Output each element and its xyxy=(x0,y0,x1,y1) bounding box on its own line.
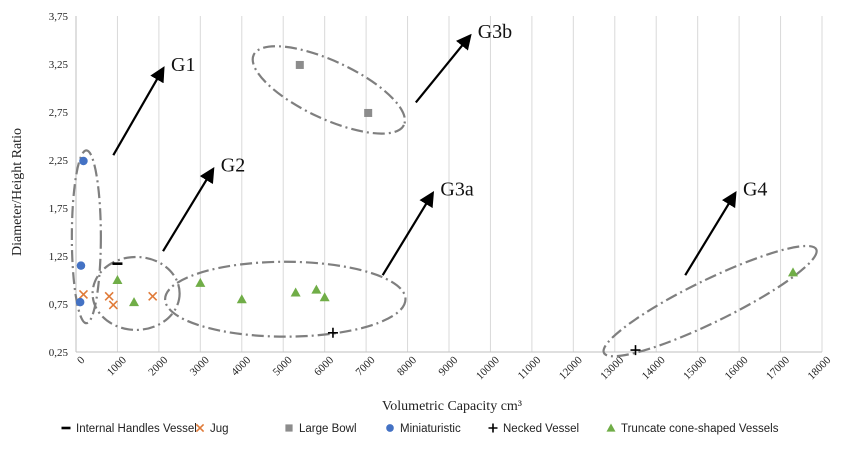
x-tick-label: 15000 xyxy=(681,354,709,382)
group-label-g4: G4 xyxy=(743,179,767,201)
miniaturistic-point xyxy=(75,297,85,307)
necked-vessel-point xyxy=(630,345,641,356)
y-tick-label: 2,75 xyxy=(49,107,69,119)
large-bowl-point xyxy=(364,108,373,117)
y-tick-label: 3,75 xyxy=(49,11,69,23)
legend: Internal Handles Vessel Jug Large Bowl Mini… xyxy=(61,423,779,435)
truncate-cone-shaped-vessels-point xyxy=(129,297,140,307)
x-tick-label: 7000 xyxy=(354,354,378,378)
x-tick-label: 3000 xyxy=(188,354,212,378)
group-label-g1: G1 xyxy=(171,54,195,76)
legend-marker-truncate-cone-shaped-vessels xyxy=(606,423,616,432)
miniaturistic-point xyxy=(76,261,86,270)
jug-point xyxy=(78,289,89,299)
x-axis-title: Volumetric Capacity cm³ xyxy=(382,399,522,414)
large-bowl-point xyxy=(295,60,304,69)
y-tick-label: 0,25 xyxy=(49,347,69,359)
y-tick-label: 2,25 xyxy=(49,155,69,167)
y-tick-label: 3,25 xyxy=(49,59,69,71)
y-axis-title: Diameter/Height Ratio xyxy=(10,128,25,256)
group-arrow-g3a xyxy=(381,190,435,276)
y-tick-label: 1,25 xyxy=(49,251,69,263)
y-tick-label: 0,75 xyxy=(49,299,69,311)
legend-marker-jug xyxy=(195,423,205,433)
truncate-cone-shaped-vessels-point xyxy=(195,277,206,287)
truncate-cone-shaped-vessels-point xyxy=(236,294,247,304)
x-tick-label: 8000 xyxy=(395,354,419,378)
group-label-g2: G2 xyxy=(221,155,245,177)
legend-marker-necked-vessel xyxy=(488,423,498,433)
x-tick-label: 17000 xyxy=(764,354,792,382)
jug-point xyxy=(108,300,118,310)
truncate-cone-shaped-vessels-point xyxy=(319,292,330,302)
grid-lines xyxy=(75,16,823,352)
group-arrow-g3b xyxy=(414,33,472,104)
group-ellipse-g3a xyxy=(164,260,407,338)
truncate-cone-shaped-vessels-point xyxy=(311,284,322,294)
group-ellipses xyxy=(70,45,818,358)
group-ellipse-g4 xyxy=(602,244,818,358)
necked-vessel-point xyxy=(327,327,338,338)
x-tick-label: 18000 xyxy=(806,354,834,382)
group-arrows: G1 G2 G3a G3b G4 xyxy=(112,21,767,276)
legend-label-internal-handles-vessel: Internal Handles Vessel xyxy=(76,423,197,435)
x-tick-label: 5000 xyxy=(271,354,295,378)
group-ellipse-g1 xyxy=(70,149,102,325)
legend-marker-miniaturistic xyxy=(386,424,394,432)
group-ellipse-g3b xyxy=(251,45,407,135)
x-tick-label: 10000 xyxy=(474,354,502,382)
x-tick-label: 6000 xyxy=(312,354,336,378)
x-tick-label: 1000 xyxy=(105,354,129,378)
x-tick-label: 11000 xyxy=(516,354,544,382)
group-arrow-g2 xyxy=(162,166,215,252)
legend-label-miniaturistic: Miniaturistic xyxy=(400,423,461,435)
group-label-g3b: G3b xyxy=(478,21,512,43)
truncate-cone-shaped-vessels-point xyxy=(787,267,798,277)
x-tick-label: 0 xyxy=(75,354,88,367)
jug-point xyxy=(148,291,158,301)
jug-point xyxy=(104,291,114,301)
miniaturistic-point xyxy=(79,156,88,166)
legend-marker-large-bowl xyxy=(285,424,293,432)
truncate-cone-shaped-vessels-point xyxy=(290,287,301,297)
x-tick-label: 2000 xyxy=(146,354,170,378)
x-tick-label: 12000 xyxy=(557,354,585,382)
data-points xyxy=(75,60,798,356)
x-tick-label: 13000 xyxy=(598,354,626,382)
group-ellipse-g2 xyxy=(91,255,181,332)
x-tick-label: 14000 xyxy=(640,354,668,382)
x-tick-label: 16000 xyxy=(723,354,751,382)
y-tick-label: 1,75 xyxy=(49,203,69,215)
group-arrow-g4 xyxy=(684,190,737,276)
legend-label-large-bowl: Large Bowl xyxy=(299,423,357,435)
x-tick-label: 9000 xyxy=(436,354,460,378)
group-arrow-g1 xyxy=(112,66,165,156)
legend-label-necked-vessel: Necked Vessel xyxy=(503,423,579,435)
truncate-cone-shaped-vessels-point xyxy=(112,275,123,284)
x-tick-label: 4000 xyxy=(229,354,253,378)
legend-label-truncate-cone-shaped-vessels: Truncate cone-shaped Vessels xyxy=(621,423,779,435)
legend-label-jug: Jug xyxy=(210,423,229,435)
group-label-g3a: G3a xyxy=(440,179,473,201)
